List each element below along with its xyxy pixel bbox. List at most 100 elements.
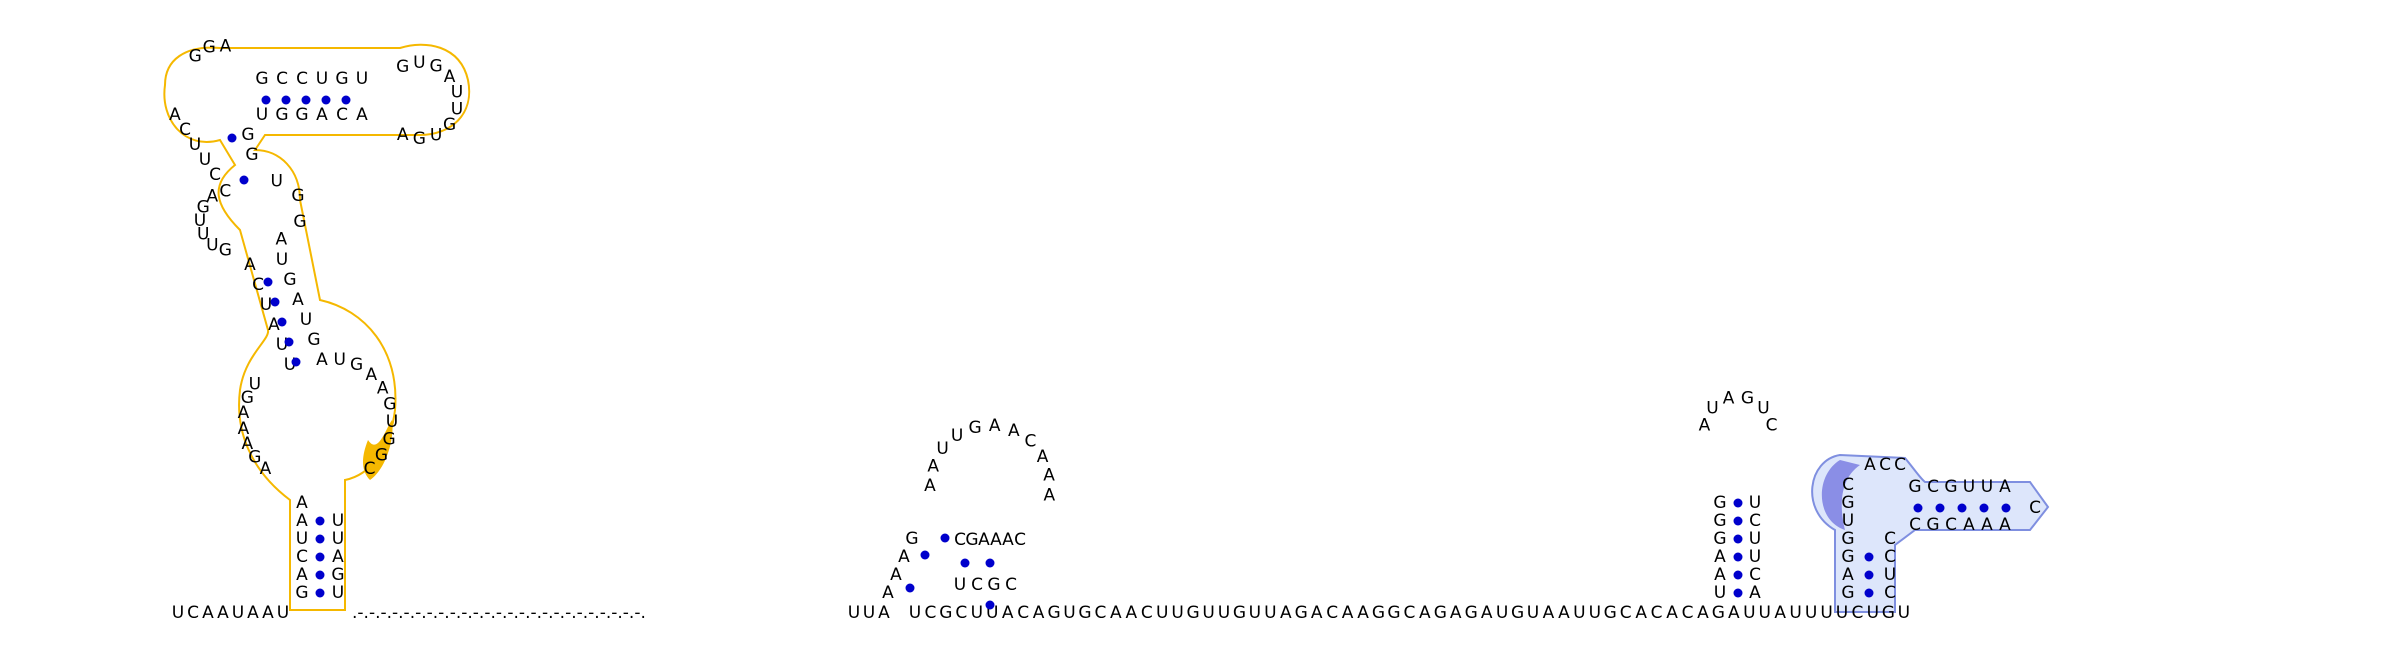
loop-nucleotide: G <box>375 446 388 466</box>
backbone-nucleotide: A <box>1357 603 1369 623</box>
loop-nucleotide: A <box>924 476 936 496</box>
stem-nucleotide: U <box>316 69 328 89</box>
stem-nucleotide: G <box>331 565 344 585</box>
loop-nucleotide: C <box>1894 455 1906 475</box>
backbone-nucleotide: A <box>262 603 274 623</box>
backbone-nucleotide: G <box>1372 603 1385 623</box>
loop-nucleotide: A <box>169 105 181 125</box>
stem-nucleotide: C <box>954 530 966 550</box>
stem-nucleotide: A <box>1981 515 1993 535</box>
backbone-nucleotide: A <box>1125 603 1137 623</box>
base-pair-dot <box>321 95 331 105</box>
backbone-nucleotide: A <box>1342 603 1354 623</box>
backbone-nucleotide: C <box>187 603 199 623</box>
stem-nucleotide: G <box>1841 493 1854 513</box>
stem-nucleotide: G <box>1713 511 1726 531</box>
stem-nucleotide: G <box>905 529 918 549</box>
base-pair-dot <box>2001 503 2011 513</box>
backbone-nucleotide: A <box>1774 603 1786 623</box>
stem-nucleotide: G <box>1841 529 1854 549</box>
base-pair-dot <box>263 277 273 287</box>
stem-nucleotide: A <box>332 547 344 567</box>
stem-nucleotide: G <box>1841 547 1854 567</box>
stem-nucleotide: G <box>1713 529 1726 549</box>
backbone-nucleotide: G <box>1604 603 1617 623</box>
backbone-nucleotide: A <box>1419 603 1431 623</box>
base-pair-dot <box>291 357 301 367</box>
backbone-nucleotide: U <box>1789 603 1801 623</box>
base-pair-dot <box>227 133 237 143</box>
stem-nucleotide: C <box>336 105 348 125</box>
backbone-nucleotide: G <box>1712 603 1725 623</box>
stem-nucleotide: G <box>1926 515 1939 535</box>
backbone-nucleotide: C <box>1620 603 1632 623</box>
backbone-nucleotide: A <box>1450 603 1462 623</box>
backbone-nucleotide: G <box>1387 603 1400 623</box>
stem-nucleotide: A <box>1999 477 2011 497</box>
backbone-nucleotide: U <box>1743 603 1755 623</box>
loop-nucleotide: A <box>207 187 219 207</box>
loop-nucleotide: G <box>968 418 981 438</box>
stem-nucleotide: G <box>987 575 1000 595</box>
backbone-nucleotide: G <box>1233 603 1246 623</box>
stem-nucleotide: C <box>296 547 308 567</box>
backbone-nucleotide: A <box>1280 603 1292 623</box>
loop-nucleotide: G <box>203 38 216 58</box>
loop-nucleotide: G <box>413 129 426 149</box>
backbone-nucleotide: C <box>925 603 937 623</box>
backbone-nucleotide: U <box>1156 603 1168 623</box>
stem-nucleotide: A <box>356 105 368 125</box>
backbone-nucleotide: C <box>1682 603 1694 623</box>
backbone-nucleotide: G <box>1047 603 1060 623</box>
loop-nucleotide: U <box>249 375 261 395</box>
loop-nucleotide: G <box>291 186 304 206</box>
stem-nucleotide: U <box>1842 511 1854 531</box>
loop-nucleotide: U <box>951 426 963 446</box>
backbone-nucleotide: A <box>1728 603 1740 623</box>
loop-nucleotide: U <box>206 235 218 255</box>
stem-nucleotide: U <box>256 105 268 125</box>
loop-nucleotide: G <box>293 212 306 232</box>
base-pair-dot <box>341 95 351 105</box>
stem-nucleotide: C <box>1927 477 1939 497</box>
stem-nucleotide: U <box>332 529 344 549</box>
stem-nucleotide: U <box>1749 529 1761 549</box>
loop-nucleotide: G <box>248 447 261 467</box>
unpaired-gap-dots: .-.-.-.-.-.-.-.-.-.-.-.-.-.-.-.-.-.-.-.-… <box>352 603 646 623</box>
backbone-nucleotide: G <box>1511 603 1524 623</box>
loop-nucleotide: U <box>197 225 209 245</box>
backbone-nucleotide: A <box>1002 603 1014 623</box>
stem-nucleotide: A <box>1714 547 1726 567</box>
backbone-nucleotide: U <box>848 603 860 623</box>
base-pair-dot <box>1733 570 1743 580</box>
backbone-nucleotide: U <box>1218 603 1230 623</box>
stem-nucleotide: A <box>316 105 328 125</box>
stem-nucleotide: A <box>890 565 902 585</box>
loop-nucleotide: G <box>443 115 456 135</box>
backbone-nucleotide: C <box>1852 603 1864 623</box>
backbone-nucleotide: U <box>277 603 289 623</box>
loop-nucleotide: A <box>275 230 287 250</box>
stem-nucleotide: G <box>275 105 288 125</box>
stem-nucleotide: A <box>1842 565 1854 585</box>
loop-nucleotide: C <box>1879 455 1891 475</box>
stem-nucleotide: C <box>1749 511 1761 531</box>
stem-nucleotide: U <box>1963 477 1975 497</box>
base-pair-dot <box>315 534 325 544</box>
stem-nucleotide: A <box>316 350 328 370</box>
backbone-nucleotide: A <box>1543 603 1555 623</box>
backbone-nucleotide: U <box>1202 603 1214 623</box>
loop-nucleotide: U <box>199 150 211 170</box>
stem-nucleotide: U <box>1714 583 1726 603</box>
base-pair-dot <box>301 95 311 105</box>
stem-nucleotide: U <box>1981 477 1993 497</box>
stem-nucleotide: C <box>1884 547 1896 567</box>
stem-nucleotide: U <box>1749 547 1761 567</box>
loop-nucleotide: C <box>1024 432 1036 452</box>
base-pair-dot <box>1913 503 1923 513</box>
stem-nucleotide: G <box>295 105 308 125</box>
backbone-nucleotide: U <box>909 603 921 623</box>
loop-nucleotide: U <box>451 82 463 102</box>
loop-nucleotide: C <box>364 459 376 479</box>
loop-nucleotide: A <box>260 459 272 479</box>
